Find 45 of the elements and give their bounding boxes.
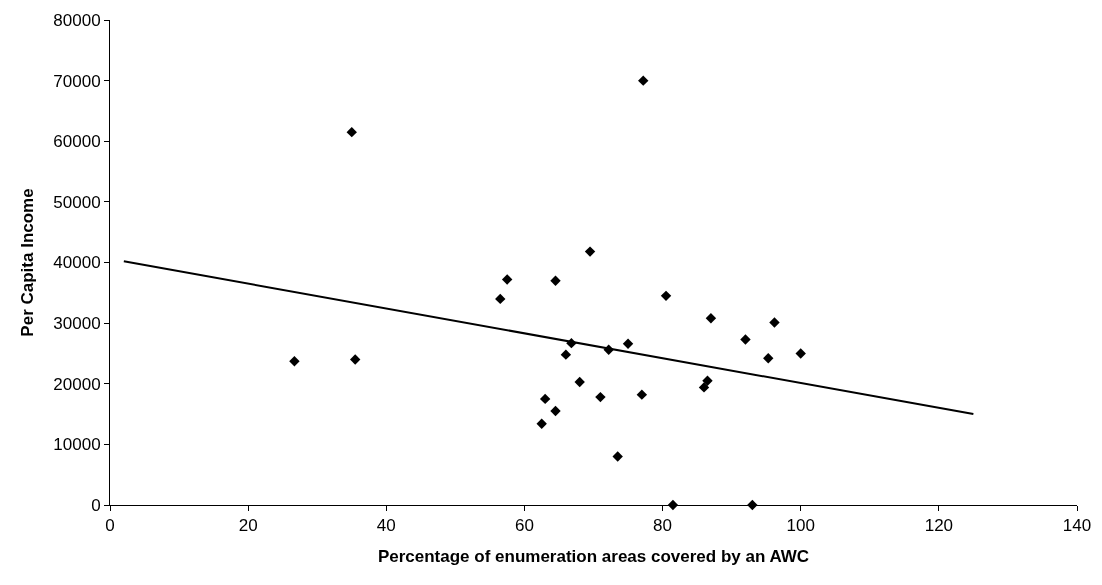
y-axis-title: Per Capita Income	[17, 188, 37, 337]
point	[612, 451, 623, 462]
x-axis-title: Percentage of enumeration areas covered by an AWC	[377, 546, 810, 566]
y-tick-label: 20000	[53, 374, 101, 394]
point	[584, 246, 596, 257]
point	[769, 317, 780, 328]
point	[740, 334, 751, 345]
x-tick-label: 60	[514, 516, 534, 536]
y-tick-label: 60000	[53, 132, 101, 152]
point	[638, 75, 649, 86]
x-tick-label: 140	[1062, 516, 1092, 536]
point	[539, 393, 551, 405]
point	[667, 499, 679, 511]
point	[622, 338, 634, 349]
point	[595, 391, 606, 403]
point	[763, 353, 774, 364]
point	[501, 274, 513, 285]
point	[705, 313, 717, 324]
x-tick-label: 40	[376, 516, 396, 536]
point	[536, 418, 547, 429]
point	[550, 405, 561, 417]
x-tick-label: 100	[786, 516, 815, 536]
point	[346, 126, 357, 138]
point	[574, 376, 585, 388]
point	[550, 275, 561, 286]
point	[795, 348, 806, 359]
x-tick-label: 20	[238, 516, 258, 536]
point	[702, 375, 713, 386]
point	[350, 354, 361, 365]
point	[495, 293, 506, 305]
x-tick-label: 120	[924, 516, 954, 536]
y-tick-label: 30000	[53, 314, 101, 334]
y-tick-label: 50000	[53, 192, 101, 212]
point	[698, 382, 710, 393]
y-tick-label: 70000	[53, 71, 101, 91]
y-tick-label: 40000	[53, 253, 101, 273]
y-tick-label: 80000	[53, 10, 101, 30]
x-tick-label: 80	[653, 516, 673, 536]
point	[289, 356, 300, 367]
point	[660, 290, 672, 302]
point	[636, 389, 648, 400]
y-tick-label: 0	[91, 495, 101, 515]
point	[560, 349, 572, 360]
y-tick-label: 10000	[53, 435, 101, 455]
x-tick-label: 0	[105, 516, 115, 536]
